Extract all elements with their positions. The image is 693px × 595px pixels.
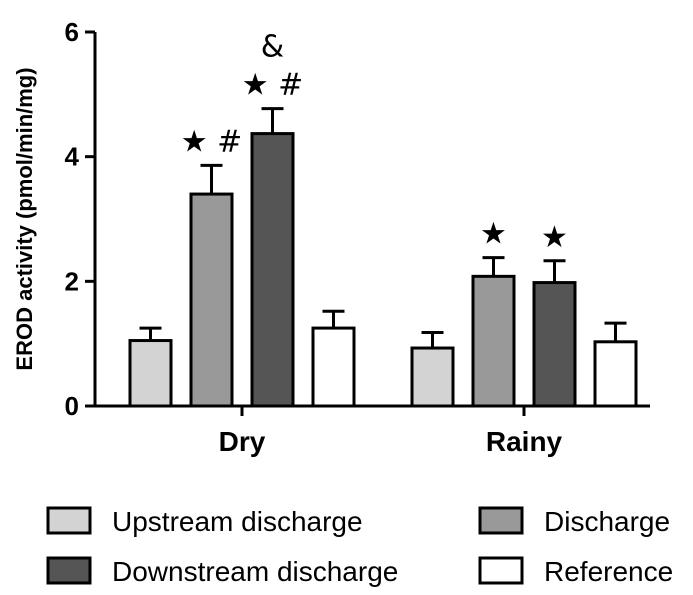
y-tick-label: 4	[65, 142, 80, 172]
bar-discharge-dry	[189, 192, 234, 408]
legend-swatch	[478, 556, 524, 585]
legend-swatch	[46, 556, 92, 585]
legend-label: Reference	[544, 556, 673, 587]
category-label: Rainy	[486, 426, 563, 457]
bar-downstream-discharge-rainy	[532, 281, 577, 408]
legend-label: Upstream discharge	[112, 506, 363, 537]
y-tick-label: 0	[65, 391, 79, 421]
y-tick-label: 6	[65, 17, 79, 47]
category-label: Dry	[219, 426, 266, 457]
bar-upstream-discharge-rainy	[410, 346, 455, 408]
bar-reference-rainy	[593, 340, 638, 408]
bar-discharge-rainy	[471, 274, 516, 408]
bar-downstream-discharge-dry	[250, 132, 295, 408]
y-tick-label: 2	[65, 266, 79, 296]
legend-swatch	[478, 506, 524, 535]
significance-annotation: ★	[480, 217, 507, 252]
y-axis-title: EROD activity (pmol/min/mg)	[12, 67, 37, 370]
legend-swatch	[46, 506, 92, 535]
bar-reference-dry	[311, 326, 356, 408]
legend-label: Discharge	[544, 506, 670, 537]
significance-annotation: ★ #	[181, 124, 243, 159]
legend-label: Downstream discharge	[112, 556, 398, 587]
significance-annotation: &	[261, 30, 284, 65]
significance-annotation: ★	[541, 220, 568, 255]
bar-upstream-discharge-dry	[128, 339, 173, 408]
significance-annotation: ★ #	[242, 68, 304, 103]
